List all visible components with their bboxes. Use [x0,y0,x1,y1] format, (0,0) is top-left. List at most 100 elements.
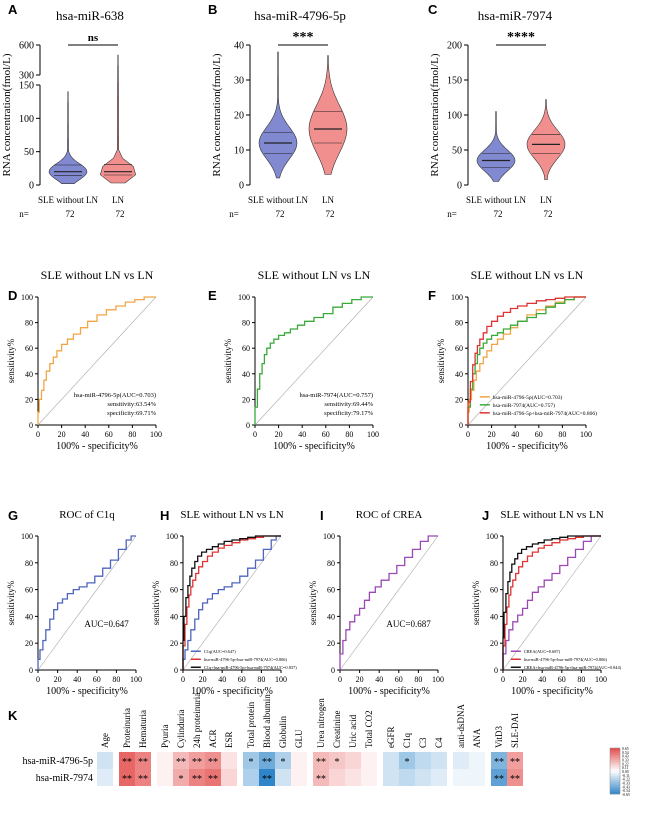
heatmap-cell [173,752,189,769]
colorbar-segment [610,773,620,776]
significance-star: ** [316,757,326,768]
significance-star: ** [122,774,132,785]
colorbar-frame [609,747,621,795]
y-tick-label: 80 [327,559,335,568]
heatmap-cell [453,752,469,769]
y-tick-label: 60 [242,344,250,353]
annotation-text: hsa-miR-7974(AUC=0.757) [299,392,373,399]
column-label: VitD3 [494,726,504,748]
heatmap-cell [135,752,151,769]
y-tick-label: 40 [455,370,463,379]
heatmap-cell [383,769,399,786]
column-label: C1q [402,732,412,748]
x-tick-label: 40 [538,675,546,684]
heatmap-cell [157,752,173,769]
heatmap-cell [491,769,507,786]
roc-curve-2 [467,296,586,425]
x-tick-label: 20 [275,430,283,439]
column-label: 24h proteinuria [192,693,202,748]
y-tick-label: 100 [238,293,250,302]
heatmap-cell [243,769,259,786]
colorbar-segment [610,754,620,758]
y-tick-label: 40 [234,41,244,52]
y-tick-label: 80 [455,319,463,328]
y-tick-label: 100 [451,293,463,302]
annotation-text: specificity:79.17% [324,410,374,417]
y-tick-label: 20 [25,395,33,404]
heatmap-cell [275,752,291,769]
y-tick-label: 100 [323,532,335,541]
x-tick-label: 100 [130,675,142,684]
annotation-text: specificity:69.71% [107,410,157,417]
y-tick-label: 100 [166,532,178,541]
y-tick-label: 200 [447,41,462,52]
colorbar-tick-label: -0.33 [622,782,630,786]
significance-label: ns [88,32,99,44]
heatmap-cell [329,769,345,786]
x-axis-label: 100% - specificity% [348,686,430,697]
x-tick-label: 100 [595,675,607,684]
column-label: anti-dsDNA [456,704,466,748]
significance-star: * [179,774,184,785]
column-label: C4 [434,737,444,748]
x-tick-label: 40 [73,675,81,684]
x-tick-label: 20 [488,430,496,439]
column-label: Total CO2 [364,710,374,748]
y-axis-label: RNA concentration(fmol/L) [429,53,441,176]
legend-label: hsa-miR-7974(AUC=0.757) [493,402,555,409]
annotation-text: sensitivity:69.44% [324,401,373,408]
heatmap-cell [329,752,345,769]
heatmap-cell [383,752,399,769]
x-tick-label: 80 [558,430,566,439]
significance-star: ** [208,757,218,768]
y-tick-label: 40 [170,612,178,621]
heatmap-cell [259,752,275,769]
colorbar-tick-label: 0.11 [622,766,629,770]
y-tick-label: 80 [25,319,33,328]
x-tick-label: 100 [580,430,592,439]
significance-star: ** [510,774,520,785]
colorbar-tick-label: 0.43 [622,755,629,759]
heatmap-cell [275,769,291,786]
x-tick-label: 0 [253,430,257,439]
significance-star: ** [138,757,148,768]
panel-label-J: J [482,508,489,523]
column-label: Proteinuria [122,708,132,748]
n-value: 72 [494,209,503,219]
heatmap-cell [415,769,431,786]
x-tick-label: 0 [36,430,40,439]
row-label: hsa-miR-7974 [36,773,93,784]
chart-title: hsa-miR-4796-5p [254,8,346,23]
heatmap-cell [119,752,135,769]
chart-title: hsa-miR-638 [56,8,124,23]
panel-I: I ROC of CREA002020404060608080100100100%… [308,508,444,697]
colorbar-tick-label: 0.00 [622,770,629,774]
panel-label-K: K [8,708,18,723]
y-tick-label: 40 [25,370,33,379]
colorbar-segment [610,777,620,781]
y-tick-label: 100 [447,111,462,122]
panel-label-E: E [208,288,217,303]
y-axis-label: sensitivity% [436,338,446,383]
x-tick-label: 0 [181,675,185,684]
significance-star: ** [138,774,148,785]
heatmap-cell [431,769,447,786]
annotation-text: AUC=0.687 [386,619,431,629]
column-label: Pyuria [160,724,170,748]
annotation-text: hsa-miR-4796-5p(AUC=0.703) [74,392,156,399]
y-tick-label: 0 [459,421,463,430]
y-tick-label: 40 [490,612,498,621]
heatmap-cell [313,752,329,769]
legend-label: CREA+hsa-miR-4796-5p+hsa-miR-7974(AUC=0.… [524,665,622,670]
roc-curve-0 [254,296,373,425]
colorbar-tick-label: -0.22 [622,778,630,782]
x-tick-label: 100 [432,675,444,684]
colorbar-segment [610,748,620,751]
heatmap-cell [507,752,523,769]
column-label: Age [100,733,110,748]
colorbar-segment [610,775,620,779]
chart-title: SLE without LN vs LN [180,509,283,521]
y-tick-label: 20 [234,111,244,122]
heatmap-cell [173,769,189,786]
